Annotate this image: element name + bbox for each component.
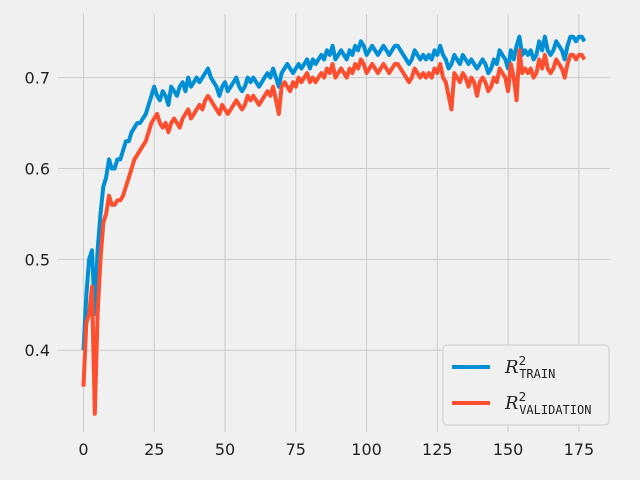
x-tick-label: 50 <box>215 440 235 459</box>
legend-validation-base: R <box>504 393 519 414</box>
y-tick-label: 0.4 <box>25 341 50 360</box>
x-tick-label: 125 <box>422 440 453 459</box>
x-tick-label: 75 <box>286 440 306 459</box>
series-lines <box>81 34 587 416</box>
x-tick-labels: 0 25 50 75 100 125 150 175 <box>78 440 594 459</box>
x-tick-label: 25 <box>144 440 164 459</box>
legend-train-base: R <box>504 357 519 378</box>
y-tick-label: 0.7 <box>25 69 50 88</box>
x-tick-label: 0 <box>78 440 88 459</box>
legend-validation-sub: VALIDATION <box>519 403 591 417</box>
legend-label-train: R2 TRAIN <box>504 354 555 381</box>
y-tick-label: 0.5 <box>25 250 50 269</box>
legend-validation-sup: 2 <box>519 390 527 404</box>
x-tick-label: 175 <box>564 440 595 459</box>
y-tick-labels: 0.4 0.5 0.6 0.7 <box>25 69 50 361</box>
series-line-validation <box>81 48 587 416</box>
x-tick-label: 100 <box>351 440 382 459</box>
y-tick-label: 0.6 <box>25 159 50 178</box>
legend-label-validation: R2 VALIDATION <box>504 390 591 417</box>
legend: R2 TRAIN R2 VALIDATION <box>442 344 610 426</box>
legend-train-sup: 2 <box>519 354 527 368</box>
legend-train-sub: TRAIN <box>519 367 555 381</box>
series-line-train <box>81 34 587 351</box>
x-tick-label: 150 <box>493 440 524 459</box>
